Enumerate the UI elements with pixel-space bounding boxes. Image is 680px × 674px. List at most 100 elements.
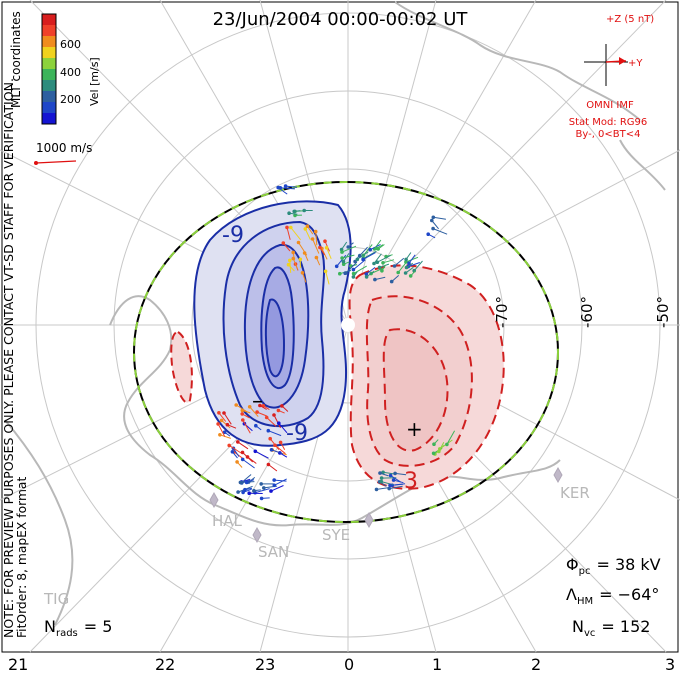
- velocity-vector: [236, 461, 243, 468]
- phi-symbol: Φ: [566, 555, 579, 574]
- velocity-vector: [393, 479, 404, 484]
- stat-model-label: Stat Mod: RG96: [569, 117, 648, 128]
- velocity-vector: [271, 449, 283, 455]
- velocity-vector: [341, 241, 348, 250]
- preview-note: NOTE: FOR PREVIEW PURPOSES ONLY. PLEASE …: [2, 78, 16, 638]
- positive-cell: [170, 264, 505, 490]
- colorbar-segment: [42, 58, 56, 70]
- stat-phi-pc: Φpc = 38 kV: [566, 555, 661, 577]
- svg-text:Φpc= 38 kV: Φpc = 38 kV: [566, 555, 661, 577]
- mlt-label-3: 3: [665, 655, 675, 674]
- velocity-vector: [244, 487, 253, 491]
- fit-order-note: FitOrder: 8, mapEX format: [15, 477, 29, 638]
- velocity-vector: [389, 483, 403, 486]
- velocity-vector: [304, 252, 309, 261]
- hm-boundary-dash: [133, 181, 559, 523]
- station-san-label: SAN: [258, 543, 289, 561]
- velocity-vector: [359, 246, 368, 257]
- stat-n-vc: Nvc = 152: [572, 617, 650, 639]
- velocity-vector: [269, 438, 280, 451]
- velocity-scale-label: 1000 m/s: [36, 141, 92, 155]
- velocity-vectors: [216, 184, 456, 501]
- colorbar-segment: [42, 36, 56, 48]
- velocity-vector: [298, 242, 308, 256]
- velocity-vector: [306, 225, 314, 235]
- svg-text:ΛHM= −64°: ΛHM = −64°: [566, 585, 659, 607]
- velocity-vector: [405, 266, 414, 274]
- mlt-axis: 21 22 23 0 1 2 3: [8, 655, 675, 674]
- station-sye-label: SYE: [322, 526, 350, 544]
- colorbar-segment: [42, 25, 56, 37]
- velocity-vector: [397, 262, 406, 273]
- nrads-subscript: rads: [56, 628, 78, 639]
- velocity-vector: [304, 228, 311, 240]
- colorbar-segment: [42, 47, 56, 59]
- velocity-vector: [255, 425, 262, 431]
- colorbar-tick-600: 600: [60, 38, 81, 51]
- velocity-vector: [353, 265, 367, 275]
- velocity-vector: [382, 259, 395, 264]
- colorbar-segment: [42, 91, 56, 103]
- velocity-vector: [235, 404, 248, 413]
- imf-source-label: OMNI IMF: [586, 100, 634, 111]
- velocity-vector: [292, 258, 299, 270]
- nvc-subscript: vc: [584, 628, 595, 639]
- velocity-vector: [405, 252, 412, 260]
- velocity-vector: [446, 430, 456, 445]
- velocity-vector: [219, 434, 231, 439]
- velocity-vector: [242, 488, 252, 493]
- velocity-vector: [223, 412, 232, 425]
- imf-y-label: +Y: [628, 58, 643, 69]
- velocity-vector: [253, 489, 261, 492]
- velocity-vector: [391, 275, 400, 282]
- velocity-vector: [406, 262, 414, 268]
- velocity-vector: [433, 216, 446, 220]
- velocity-vector: [379, 263, 390, 268]
- velocity-vector: [254, 488, 270, 494]
- velocity-scale-origin: [34, 161, 38, 165]
- mlt-label-22: 22: [155, 655, 175, 674]
- velocity-vector: [302, 272, 307, 283]
- velocity-vector: [408, 262, 420, 268]
- mlt-label-21: 21: [8, 655, 28, 674]
- velocity-vector: [227, 424, 237, 429]
- velocity-vector: [232, 448, 240, 457]
- pole-marker: [341, 318, 355, 332]
- velocity-vector: [363, 244, 373, 256]
- velocity-vector: [241, 413, 250, 419]
- velocity-vector: [394, 257, 405, 267]
- velocity-vector: [432, 228, 448, 235]
- velocity-vector: [373, 253, 382, 264]
- velocity-colorbar: [41, 13, 57, 125]
- velocity-vector: [408, 254, 416, 264]
- svg-text:Nvc= 152: Nvc = 152: [572, 617, 650, 639]
- velocity-vector: [389, 485, 403, 490]
- velocity-vector: [341, 254, 355, 259]
- velocity-vector: [315, 257, 321, 266]
- velocity-vector: [288, 264, 295, 272]
- velocity-vector: [357, 251, 369, 260]
- velocity-vector: [246, 479, 255, 483]
- nrads-value: = 5: [84, 617, 113, 636]
- velocity-vector: [427, 233, 436, 239]
- velocity-scale-arrow: [35, 160, 77, 164]
- colorbar-segment: [42, 69, 56, 81]
- velocity-vector: [228, 444, 242, 454]
- station-markers: [209, 466, 563, 544]
- colorbar-label: Vel [m/s]: [88, 57, 101, 106]
- contour-label-pos: 3: [404, 469, 418, 494]
- velocity-vector: [383, 471, 396, 475]
- contour-label-neg-top: -9: [222, 223, 244, 248]
- velocity-vector: [261, 497, 270, 499]
- lat-label-50: -50°: [654, 296, 672, 328]
- velocity-vector: [255, 450, 269, 459]
- svg-text:Nrads= 5: Nrads = 5: [44, 617, 112, 639]
- velocity-vector: [256, 411, 268, 417]
- colorbar-segment: [42, 80, 56, 92]
- lat-label-70: -70°: [493, 296, 511, 328]
- velocity-vector: [237, 441, 249, 450]
- coordinates-label: MLT coordinates: [9, 11, 23, 108]
- velocity-vector: [365, 266, 376, 275]
- stat-n-rads: Nrads = 5: [44, 617, 112, 639]
